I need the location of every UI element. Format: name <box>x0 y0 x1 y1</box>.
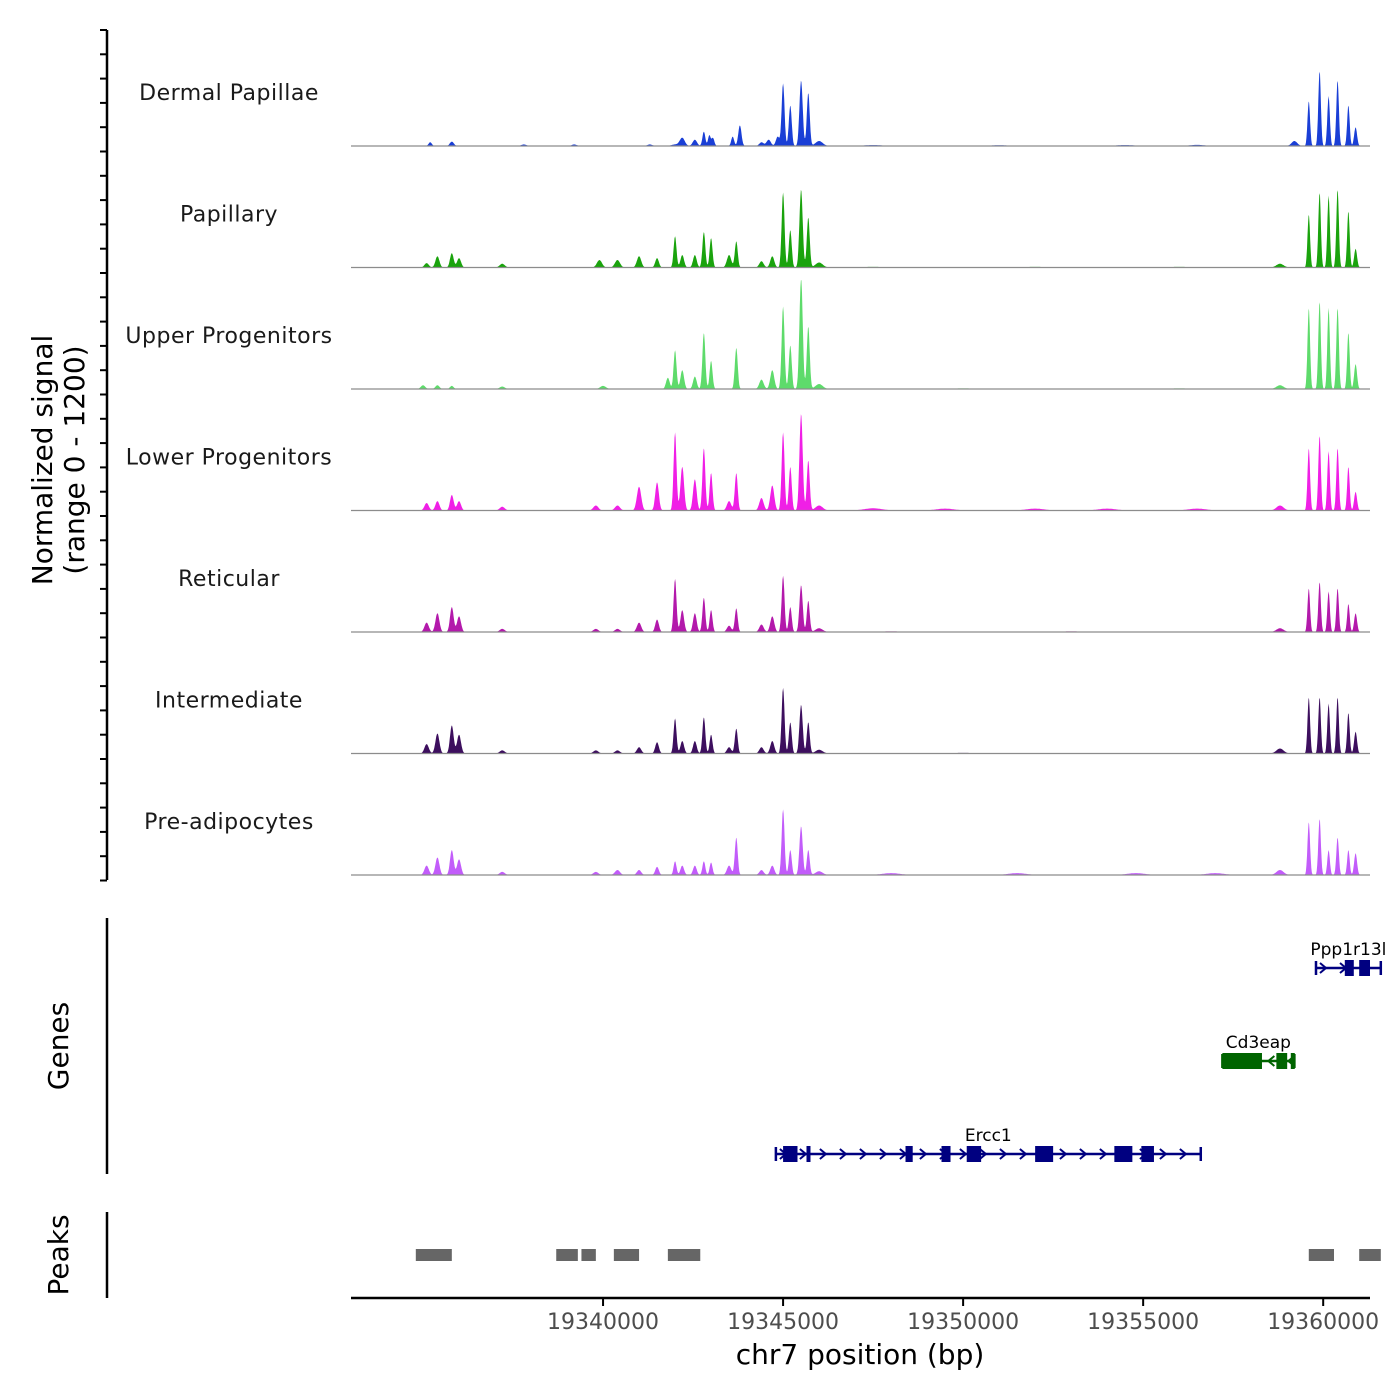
coverage-area <box>394 71 1365 146</box>
gene-exon <box>1141 1146 1154 1162</box>
gene-cd3eap: Cd3eap <box>1221 1033 1296 1069</box>
strand-arrow <box>1099 1148 1108 1160</box>
coverage-axis-ticks <box>100 29 107 882</box>
x-tick-label: 19340000 <box>547 1310 659 1335</box>
coverage-area <box>394 809 1365 875</box>
y-axis-title-line1: Normalized signal <box>26 335 59 586</box>
strand-arrow <box>1059 1148 1068 1160</box>
track-label: Lower Progenitors <box>126 446 332 471</box>
strand-arrow <box>1319 962 1328 974</box>
strand-arrow <box>859 1148 868 1160</box>
peaks-track <box>415 1249 1381 1261</box>
strand-arrow <box>999 1148 1008 1160</box>
strand-arrow <box>979 1148 988 1160</box>
gene-ppp1r13l: Ppp1r13l <box>1310 940 1386 976</box>
y-axis-title-range: (range 0 - 1200) <box>58 345 91 574</box>
track-label: Dermal Papillae <box>139 81 319 106</box>
track-label: Intermediate <box>155 689 303 714</box>
track-upper-progenitors: Upper Progenitors <box>125 280 1370 390</box>
peak-region <box>1308 1249 1334 1261</box>
gene-exon <box>783 1146 798 1162</box>
peak-region <box>415 1249 452 1261</box>
peak-region <box>667 1249 701 1261</box>
gene-exon <box>1359 960 1370 976</box>
gene-ercc1: Ercc1 <box>774 1126 1203 1162</box>
track-label: Upper Progenitors <box>125 324 332 349</box>
x-tick-label: 19355000 <box>1087 1310 1199 1335</box>
gene-exon <box>905 1146 913 1162</box>
strand-arrow <box>799 1148 808 1160</box>
coverage-area <box>394 687 1365 754</box>
x-tick-label: 19350000 <box>907 1310 1019 1335</box>
strand-arrow <box>1019 1148 1028 1160</box>
gene-exon <box>1344 960 1354 976</box>
strand-arrow <box>959 1148 968 1160</box>
strand-arrow <box>1266 1055 1276 1067</box>
gene-exon <box>1035 1146 1054 1162</box>
peak-region <box>613 1249 640 1261</box>
gene-exon <box>1222 1053 1262 1069</box>
x-tick-label: 19345000 <box>727 1310 839 1335</box>
track-intermediate: Intermediate <box>155 687 1370 755</box>
track-papillary: Papillary <box>180 189 1370 269</box>
coverage-area <box>394 189 1365 268</box>
gene-exon <box>1276 1053 1288 1069</box>
track-label: Pre-adipocytes <box>144 810 314 835</box>
track-lower-progenitors: Lower Progenitors <box>126 414 1370 512</box>
strand-arrow <box>1179 1148 1188 1160</box>
peak-region <box>581 1249 596 1261</box>
gene-exon <box>1114 1146 1133 1162</box>
gene-exon <box>806 1146 811 1162</box>
gene-label: Ppp1r13l <box>1310 940 1386 960</box>
x-tick-label: 19360000 <box>1267 1310 1379 1335</box>
x-axis-title: chr7 position (bp) <box>736 1338 985 1371</box>
gene-annotation-track: Ppp1r13l Cd3eap Ercc1 <box>774 940 1386 1162</box>
x-axis-ticks: 19340000 19345000 19350000 19355000 19360000 <box>547 1298 1379 1335</box>
coverage-area <box>394 414 1365 511</box>
coverage-area <box>394 575 1365 632</box>
track-reticular: Reticular <box>178 567 1370 633</box>
gene-exon <box>1290 1053 1295 1069</box>
strand-arrow <box>1079 1148 1088 1160</box>
peaks-axis-title: Peaks <box>42 1214 75 1295</box>
gene-label: Ercc1 <box>965 1126 1012 1146</box>
coverage-tracks: Dermal Papillae Papillary Upper Progenitor… <box>125 71 1370 876</box>
strand-arrow <box>839 1148 848 1160</box>
peak-region <box>1359 1249 1381 1261</box>
gene-exon <box>966 1146 982 1162</box>
gene-label: Cd3eap <box>1226 1033 1291 1053</box>
strand-arrow <box>1159 1148 1168 1160</box>
gene-exon <box>941 1146 951 1162</box>
track-dermal-papillae: Dermal Papillae <box>139 71 1370 147</box>
track-label: Papillary <box>180 203 278 228</box>
strand-arrow <box>819 1148 828 1160</box>
y-axis-title: Normalized signal <box>26 335 59 586</box>
coverage-area <box>394 280 1365 389</box>
track-label: Reticular <box>178 567 280 592</box>
peak-region <box>556 1249 578 1261</box>
track-pre-adipocytes: Pre-adipocytes <box>144 809 1370 876</box>
strand-arrow <box>919 1148 928 1160</box>
strand-arrow <box>879 1148 888 1160</box>
genes-axis-title: Genes <box>42 1002 75 1090</box>
